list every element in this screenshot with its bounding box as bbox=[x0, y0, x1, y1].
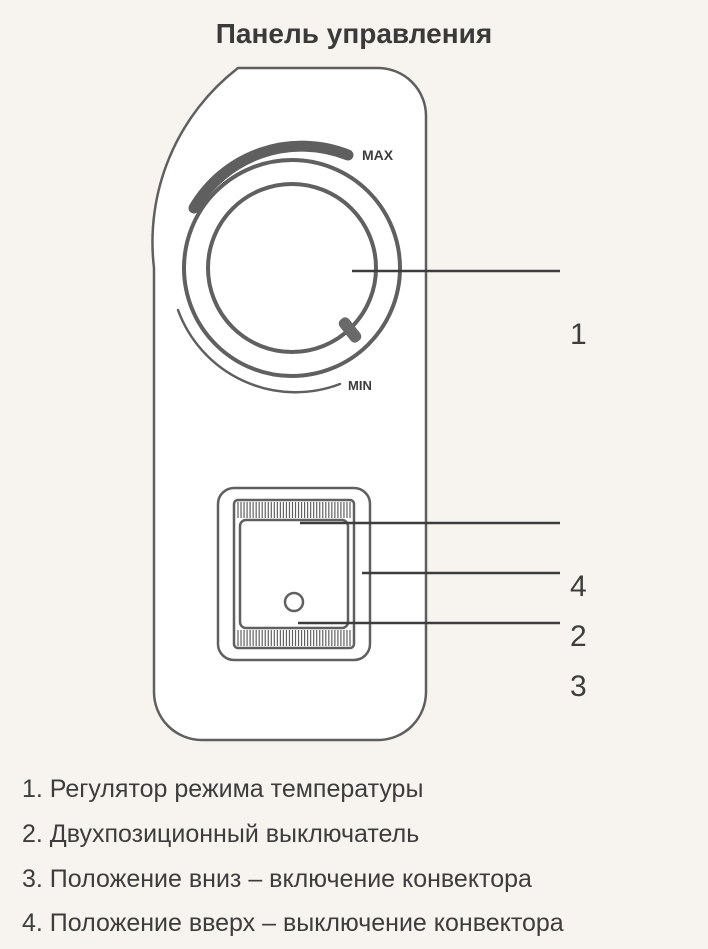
callout-number: 1 bbox=[570, 318, 587, 352]
legend-item: 3. Положение вниз – включение конвектора bbox=[22, 860, 686, 899]
callout-number: 4 bbox=[570, 570, 587, 604]
legend-list: 1. Регулятор режима температуры 2. Двухпо… bbox=[22, 770, 686, 949]
callout-lines bbox=[0, 60, 708, 760]
callout-number: 3 bbox=[570, 670, 587, 704]
legend-item: 1. Регулятор режима температуры bbox=[22, 770, 686, 809]
legend-item: 4. Положение вверх – выключение конвекто… bbox=[22, 904, 686, 943]
legend-item: 2. Двухпозиционный выключатель bbox=[22, 815, 686, 854]
diagram-title: Панель управления bbox=[0, 18, 708, 50]
callout-number: 2 bbox=[570, 620, 587, 654]
